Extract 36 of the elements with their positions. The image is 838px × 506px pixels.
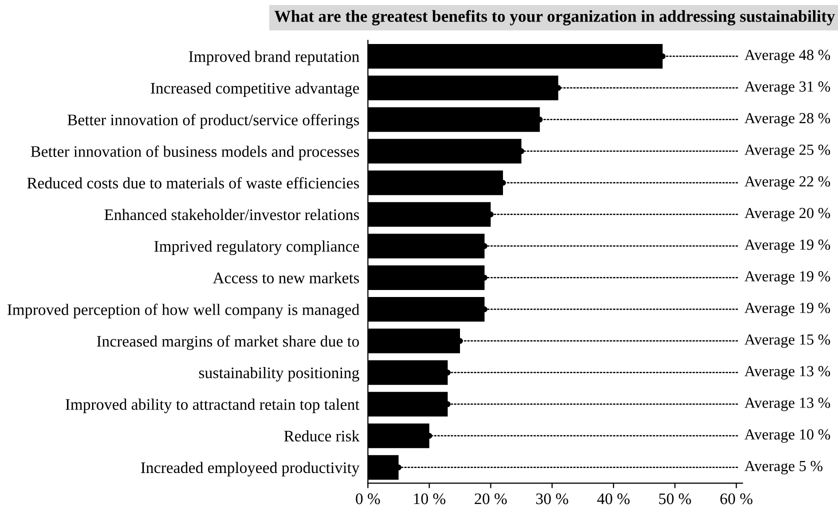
- y-tick-label: Increased competitive advantage: [150, 82, 359, 97]
- x-tick-label: 30 %: [536, 493, 568, 504]
- data-label: Average 13 %: [744, 366, 830, 380]
- y-tick-label: Enhanced stakeholder/investor relations: [104, 208, 359, 220]
- x-tick-label: 20 %: [474, 493, 507, 504]
- y-tick-label: Imprived regulatory compliance: [154, 240, 359, 256]
- data-label: Average 10 %: [744, 429, 830, 443]
- data-label: Average 20 %: [744, 208, 830, 222]
- data-label: Average 19 %: [744, 271, 830, 285]
- y-tick-label: Increaded employeed productivity: [141, 462, 360, 476]
- y-tick-label: Reduce risk: [284, 430, 360, 442]
- y-tick-label: Access to new markets: [212, 272, 359, 284]
- data-label: Average 31 %: [744, 81, 830, 95]
- x-tick-label: 60 %: [720, 493, 752, 504]
- data-label: Average 19 %: [744, 302, 830, 316]
- x-tick-label: 40 %: [597, 493, 630, 504]
- data-label: Average 22 %: [744, 176, 830, 190]
- chart-title: What are the greatest benefits to your organization in addressing sustainability: [274, 10, 835, 26]
- data-label: Average 25 %: [744, 144, 830, 158]
- y-tick-label: Improved perception of how well company is managed: [8, 304, 360, 318]
- y-tick-label: Improved brand reputation: [188, 50, 360, 66]
- y-tick-label: Improved ability to attractand retain top talent: [66, 398, 360, 414]
- y-tick-label: Better innovation of business models and processes: [30, 146, 359, 160]
- y-tick-label: sustainability positioning: [199, 367, 360, 382]
- x-tick-label: 10 %: [414, 493, 446, 504]
- x-tick-label: 0 %: [356, 493, 380, 504]
- data-label: Average 28 %: [744, 113, 830, 126]
- y-tick-label: Reduced costs due to materials of waste efficiencies: [27, 177, 359, 188]
- data-label: Average 48 %: [744, 50, 830, 64]
- x-tick-label: 50 %: [659, 493, 692, 504]
- data-label: Average 19 %: [744, 240, 830, 253]
- y-tick-label: Increased margins of market share due to: [96, 335, 359, 350]
- data-label: Average 15 %: [744, 334, 830, 348]
- data-label: Average 5 %: [744, 460, 822, 474]
- data-label: Average 13 %: [744, 398, 830, 412]
- y-tick-label: Better innovation of product/service offerings: [68, 114, 359, 129]
